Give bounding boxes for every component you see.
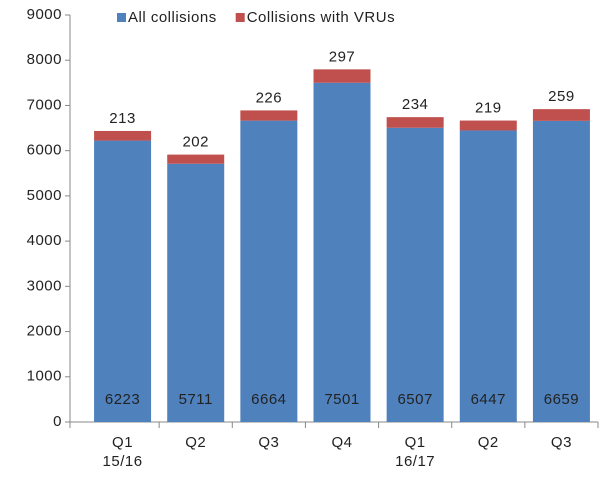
bar-segment: [459, 130, 517, 422]
value-label: 6447: [471, 391, 506, 408]
x-tick-label: Q1 15/16: [102, 434, 143, 470]
value-label: 219: [475, 100, 502, 117]
x-tick-label: Q1 16/17: [395, 434, 436, 470]
y-tick-label: 4000: [27, 232, 62, 249]
legend-swatch: [235, 13, 245, 22]
bar-segment: [532, 109, 590, 121]
bar-segment: [94, 140, 152, 423]
value-label: 6507: [397, 391, 432, 408]
x-tick-label: Q4: [331, 434, 353, 451]
y-tick-label: 2000: [27, 323, 62, 340]
x-tick-label: Q3: [550, 434, 572, 451]
y-tick-label: 6000: [27, 142, 62, 159]
value-label: 226: [256, 89, 283, 106]
y-tick-label: 1000: [27, 368, 62, 385]
bar-segment: [386, 117, 444, 128]
bar-segment: [532, 120, 590, 422]
bar-segment: [313, 69, 371, 83]
bar-segment: [167, 163, 225, 422]
x-tick-label: Q2: [477, 434, 499, 451]
value-label: 259: [548, 88, 575, 105]
value-label: 234: [402, 96, 429, 113]
bar-segment: [386, 127, 444, 422]
value-label: 213: [109, 110, 136, 127]
legend-label: All collisions: [128, 9, 217, 26]
y-tick-label: 3000: [27, 277, 62, 294]
value-label: 6664: [251, 391, 286, 408]
y-tick-label: 8000: [27, 51, 62, 68]
y-tick-label: 7000: [27, 96, 62, 113]
value-label: 5711: [179, 391, 213, 408]
bar-segment: [313, 82, 371, 422]
x-tick-label: Q2: [185, 434, 207, 451]
y-tick-label: 9000: [27, 6, 62, 23]
bar-segment: [459, 120, 517, 131]
y-tick-label: 0: [53, 413, 62, 430]
value-label: 6223: [105, 391, 140, 408]
legend-swatch: [117, 13, 126, 22]
value-label: 297: [329, 48, 356, 65]
x-tick-label: Q3: [258, 434, 280, 451]
bar-segment: [94, 130, 152, 141]
value-label: 6659: [544, 391, 579, 408]
value-label: 7501: [324, 391, 359, 408]
bar-segment: [167, 154, 225, 164]
value-label: 202: [182, 134, 209, 151]
y-tick-label: 5000: [27, 187, 62, 204]
legend-label: Collisions with VRUs: [247, 9, 395, 26]
bar-segment: [240, 120, 298, 423]
bar-segment: [240, 110, 298, 121]
